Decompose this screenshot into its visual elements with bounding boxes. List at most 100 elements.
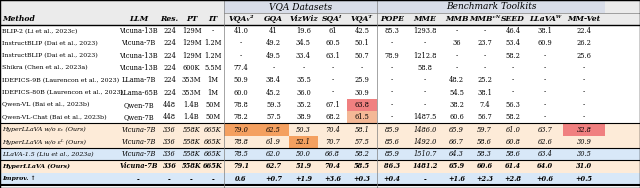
- Text: 70.4: 70.4: [324, 162, 340, 171]
- Text: 70.7: 70.7: [325, 138, 340, 146]
- Text: HyperLLaVA (Ours): HyperLLaVA (Ours): [2, 164, 70, 169]
- Text: +1.9: +1.9: [295, 175, 312, 183]
- Text: 77.4: 77.4: [234, 64, 248, 72]
- Text: 1486.0: 1486.0: [413, 126, 436, 133]
- Text: 49.2: 49.2: [266, 39, 281, 47]
- Text: 665K: 665K: [203, 162, 223, 171]
- Text: 34.5: 34.5: [296, 39, 311, 47]
- Text: 5.5M: 5.5M: [204, 64, 221, 72]
- Text: -: -: [483, 27, 486, 35]
- Text: -: -: [302, 64, 305, 72]
- Text: 35.2: 35.2: [296, 101, 311, 109]
- Text: 30.9: 30.9: [355, 89, 369, 97]
- Text: 59.3: 59.3: [266, 101, 281, 109]
- Bar: [0, 50, 640, 62]
- Text: 1M: 1M: [207, 89, 218, 97]
- Text: 86.3: 86.3: [384, 162, 400, 171]
- Text: 62.7: 62.7: [266, 162, 282, 171]
- Text: 58.1: 58.1: [355, 126, 369, 133]
- Text: 224: 224: [163, 27, 176, 35]
- Text: 36: 36: [452, 39, 461, 47]
- Bar: [0, 160, 640, 173]
- Text: -: -: [544, 89, 546, 97]
- Text: -: -: [332, 89, 333, 97]
- Text: 448: 448: [163, 113, 176, 121]
- Text: -: -: [456, 64, 458, 72]
- Text: 38.1: 38.1: [477, 89, 492, 97]
- Text: 25.9: 25.9: [355, 76, 369, 84]
- Text: 41: 41: [269, 27, 278, 35]
- Text: VQA Datasets: VQA Datasets: [269, 2, 332, 11]
- Text: 26.2: 26.2: [577, 39, 591, 47]
- Text: 65.9: 65.9: [449, 162, 465, 171]
- Text: 70.4: 70.4: [325, 126, 340, 133]
- Text: IDEFICS-80B (Laurencon et al., 2023): IDEFICS-80B (Laurencon et al., 2023): [2, 90, 123, 95]
- Text: LLaVAᵂ: LLaVAᵂ: [529, 15, 561, 23]
- Bar: [0, 62, 640, 74]
- Text: 60.9: 60.9: [538, 39, 552, 47]
- Text: 1293.8: 1293.8: [413, 27, 436, 35]
- Text: 57.5: 57.5: [266, 113, 281, 121]
- Text: -: -: [424, 175, 426, 183]
- Text: 35.5: 35.5: [296, 76, 311, 84]
- Text: 38.4: 38.4: [266, 76, 281, 84]
- Text: LLama-7B: LLama-7B: [122, 76, 156, 84]
- Bar: [289, 136, 318, 148]
- Text: 52.1: 52.1: [296, 138, 311, 146]
- Text: MME: MME: [413, 15, 436, 23]
- Text: PT: PT: [186, 15, 197, 23]
- Text: Benchmark Toolkits: Benchmark Toolkits: [445, 2, 536, 11]
- Bar: [0, 173, 640, 185]
- Text: MM-Vet: MM-Vet: [568, 15, 600, 23]
- Bar: [377, 0, 605, 13]
- Text: 85.6: 85.6: [385, 138, 399, 146]
- Text: 58.2: 58.2: [506, 52, 520, 60]
- Text: -: -: [212, 175, 214, 183]
- Text: 66.8: 66.8: [325, 150, 340, 158]
- Text: 50M: 50M: [205, 113, 221, 121]
- Text: 58.3: 58.3: [477, 150, 492, 158]
- Text: 1.2M: 1.2M: [204, 52, 221, 60]
- Text: Qwen-7B: Qwen-7B: [123, 101, 154, 109]
- Text: 46.4: 46.4: [506, 27, 520, 35]
- Bar: [347, 111, 377, 123]
- Text: -: -: [512, 64, 514, 72]
- Text: -: -: [391, 64, 393, 72]
- Text: -: -: [456, 27, 458, 35]
- Text: 1M: 1M: [207, 76, 218, 84]
- Text: -: -: [332, 64, 333, 72]
- Text: 61.4: 61.4: [505, 162, 521, 171]
- Text: 60.5: 60.5: [325, 39, 340, 47]
- Text: 78.8: 78.8: [234, 101, 248, 109]
- Text: 58.2: 58.2: [506, 113, 520, 121]
- Bar: [0, 148, 640, 160]
- Text: 30.5: 30.5: [577, 150, 591, 158]
- Text: 85.9: 85.9: [385, 126, 399, 133]
- Text: IT: IT: [209, 15, 218, 23]
- Text: -: -: [190, 175, 193, 183]
- Text: -: -: [240, 39, 242, 47]
- Text: 63.4: 63.4: [538, 150, 552, 158]
- Text: 30.9: 30.9: [577, 138, 591, 146]
- Text: 60.0: 60.0: [234, 89, 248, 97]
- Text: Improv. ↑: Improv. ↑: [2, 176, 36, 181]
- Text: 50.1: 50.1: [355, 39, 369, 47]
- Text: 0.6: 0.6: [236, 175, 247, 183]
- Text: -: -: [212, 27, 214, 35]
- Text: 54.5: 54.5: [449, 89, 464, 97]
- Text: 61.5: 61.5: [355, 113, 369, 121]
- Text: -: -: [544, 113, 546, 121]
- Text: LLM: LLM: [129, 15, 148, 23]
- Text: Vicuna-13B: Vicuna-13B: [119, 52, 158, 60]
- Text: Qwen-VL-Chat (Bai et al., 2023b): Qwen-VL-Chat (Bai et al., 2023b): [2, 115, 107, 120]
- Text: 336: 336: [163, 150, 176, 158]
- Bar: [0, 86, 640, 99]
- Text: 66.7: 66.7: [449, 138, 464, 146]
- Text: 25.2: 25.2: [477, 76, 492, 84]
- Text: 23.7: 23.7: [477, 39, 492, 47]
- Bar: [0, 99, 640, 111]
- Text: -: -: [483, 64, 486, 72]
- Text: 58.8: 58.8: [417, 64, 433, 72]
- Text: 336: 336: [163, 126, 176, 133]
- Text: +1.6: +1.6: [448, 175, 465, 183]
